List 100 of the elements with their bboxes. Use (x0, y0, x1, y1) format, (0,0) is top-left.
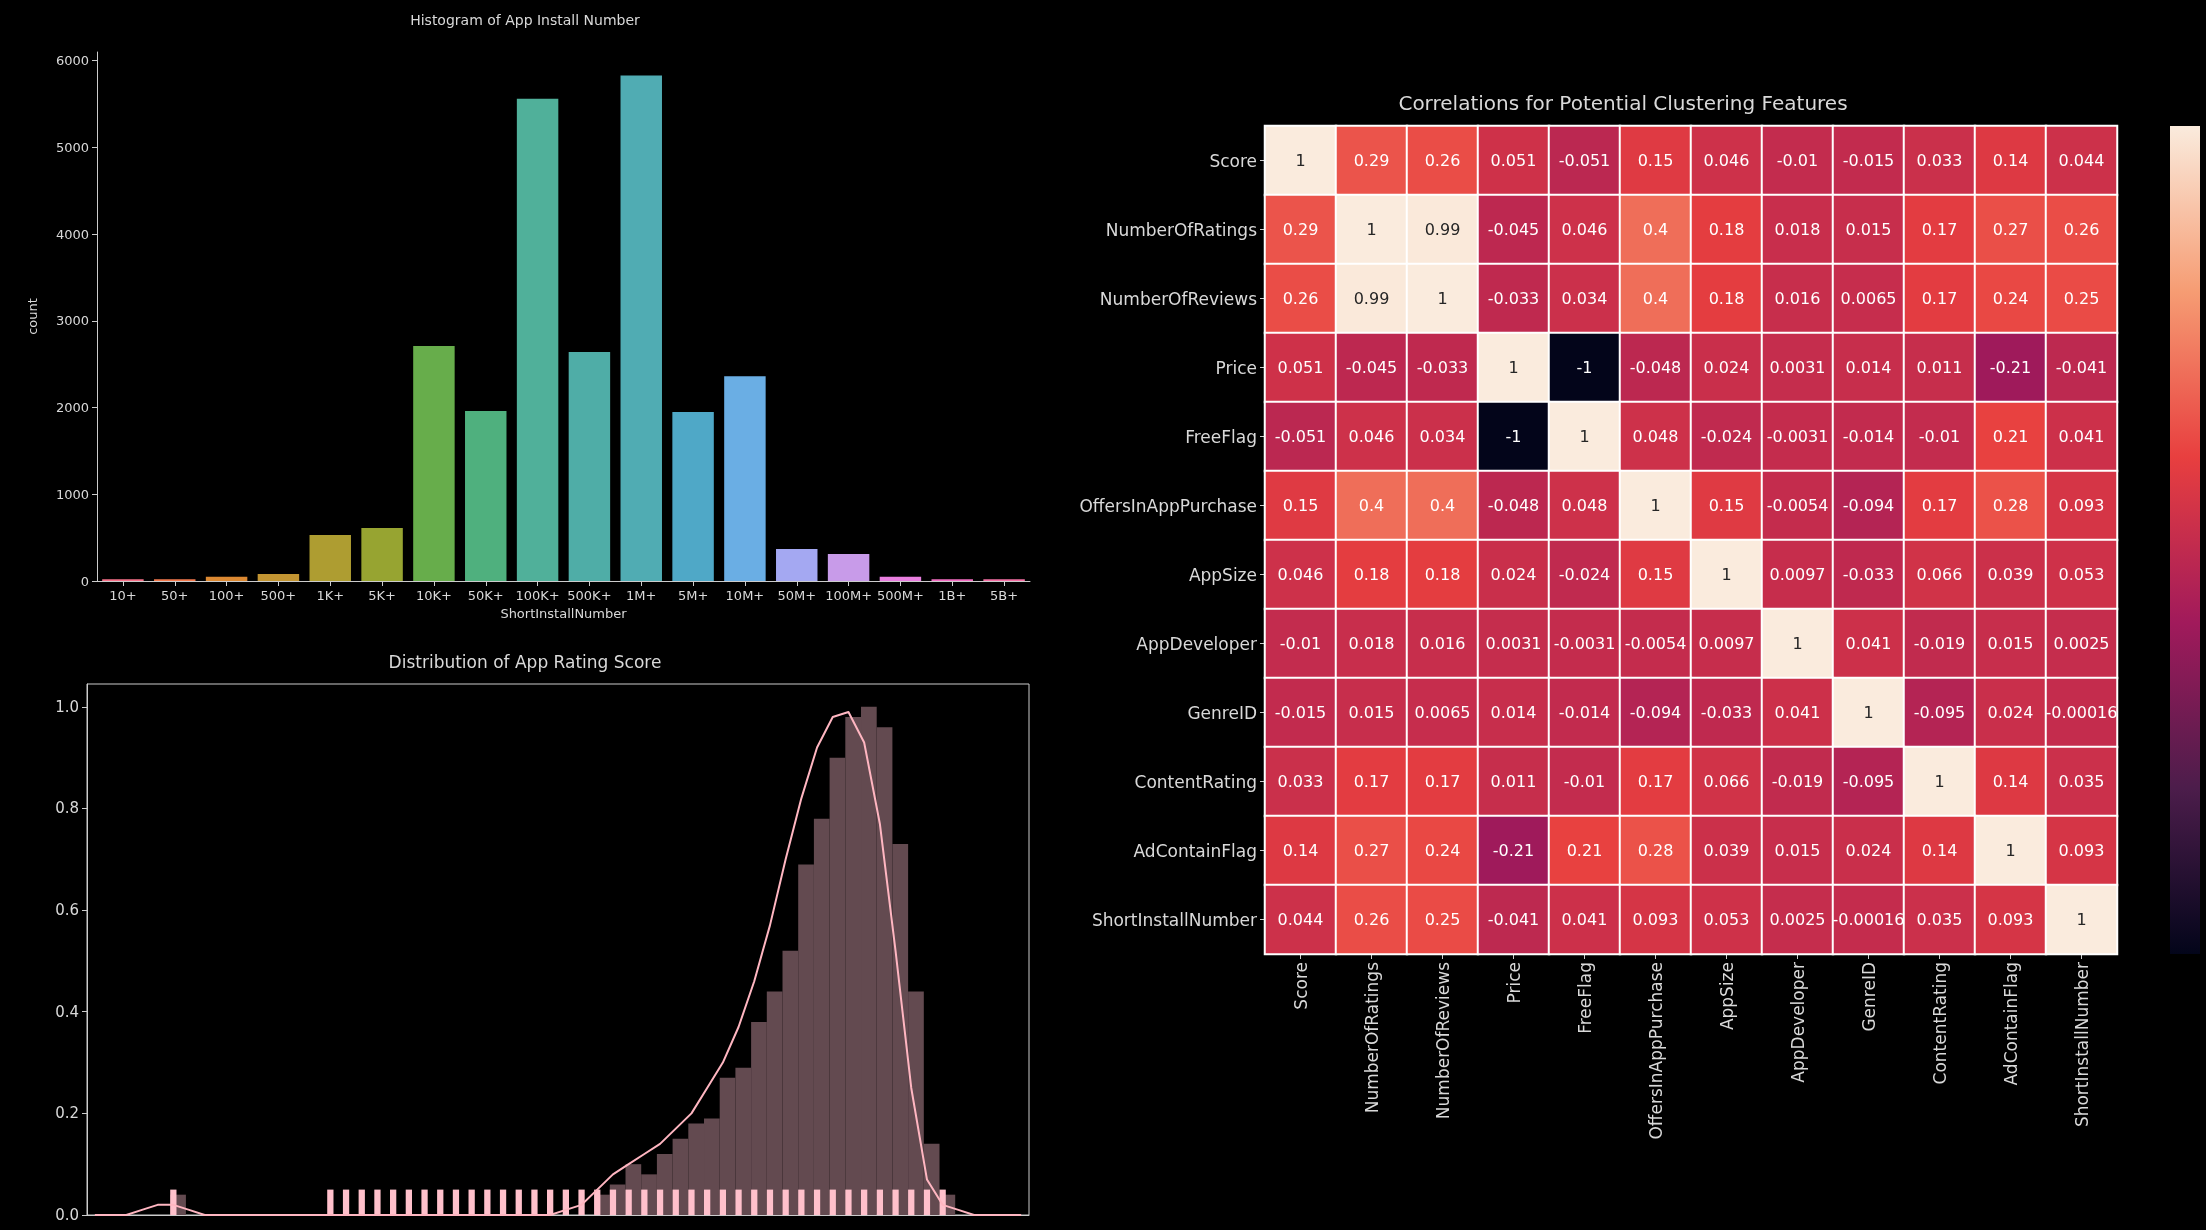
x-axis-title: ShortInstallNumber (500, 606, 628, 621)
data-label: -0.019 (1913, 634, 1966, 653)
x-tick-label: 5B+ (990, 588, 1019, 603)
data-label: 0.024 (1703, 358, 1750, 377)
data-label: 0.18 (1424, 565, 1461, 584)
x-tick-label: AppSize (1716, 962, 1737, 1031)
data-label: 0.14 (1992, 151, 2029, 170)
data-label: 0.27 (1992, 220, 2029, 239)
data-label: 0.17 (1637, 772, 1674, 791)
x-tick-label: ContentRating (1929, 962, 1950, 1085)
bar (257, 574, 300, 581)
data-label: 0.033 (1277, 772, 1324, 791)
bar (656, 1189, 664, 1215)
x-tick-label: ShortInstallNumber (2071, 962, 2092, 1128)
bar (766, 1189, 774, 1215)
bar (672, 1189, 679, 1215)
data-label: -0.019 (1771, 772, 1824, 791)
bar (813, 1189, 821, 1215)
data-label: -1 (1505, 427, 1522, 446)
data-label: 0.015 (1348, 703, 1395, 722)
data-label: 0.035 (2058, 772, 2105, 791)
bar (735, 1189, 742, 1215)
bar (568, 352, 611, 581)
data-label: 0.016 (1419, 634, 1466, 653)
data-label: 0.0097 (1769, 565, 1826, 584)
y-tick-label: 2000 (55, 400, 89, 416)
bar (892, 1189, 899, 1215)
data-label: -0.033 (1842, 565, 1895, 584)
bar (609, 1189, 617, 1215)
data-label: 0.0025 (2053, 634, 2110, 653)
x-tick-label: 5M+ (677, 588, 709, 603)
x-tick-label: FreeFlag (1574, 962, 1595, 1034)
data-label: -0.048 (1487, 496, 1540, 515)
data-label: 0.018 (1774, 220, 1821, 239)
bar (724, 376, 766, 581)
data-label: 1 (1295, 151, 1306, 170)
bar (704, 1189, 711, 1215)
bar (719, 1189, 726, 1215)
x-tick-label: 500M+ (876, 588, 924, 603)
data-label: 0.28 (1992, 496, 2029, 515)
y-tick-label: GenreID (1187, 702, 1257, 723)
data-label: 0.024 (1490, 565, 1537, 584)
data-label: 0.0025 (1769, 910, 1826, 929)
data-label: 0.016 (1774, 289, 1821, 308)
data-label: 0.15 (1282, 496, 1319, 515)
data-label: 0.17 (1353, 772, 1390, 791)
data-label: 0.27 (1353, 841, 1390, 860)
data-label: -0.015 (1274, 703, 1327, 722)
data-label: 0.046 (1703, 151, 1750, 170)
x-tick-label: 500+ (260, 588, 297, 603)
data-label: -0.0054 (1766, 496, 1829, 515)
data-label: 1 (1650, 496, 1661, 515)
x-tick-label: AdContainFlag (2000, 962, 2021, 1086)
bar (908, 1189, 915, 1215)
data-label: 0.17 (1921, 289, 1958, 308)
bar (776, 548, 818, 581)
data-label: 0.21 (1566, 841, 1603, 860)
y-tick-label: 0.8 (55, 799, 79, 818)
data-label: -0.041 (2055, 358, 2108, 377)
x-tick-label: 100+ (208, 588, 245, 603)
bar (620, 75, 662, 581)
data-label: 0.14 (1921, 841, 1958, 860)
data-label: 0.25 (1424, 910, 1461, 929)
data-label: -0.033 (1416, 358, 1469, 377)
chart-title: Distribution of App Rating Score (388, 651, 662, 672)
x-tick-label: 500K+ (567, 588, 612, 603)
data-label: 0.15 (1708, 496, 1745, 515)
data-label: -0.094 (1629, 703, 1682, 722)
y-tick-label: FreeFlag (1185, 426, 1257, 447)
y-tick-label: 4000 (55, 226, 89, 242)
data-label: -0.024 (1558, 565, 1611, 584)
bar (923, 1189, 931, 1215)
data-label: 0.0065 (1840, 289, 1897, 308)
data-label: 0.0031 (1769, 358, 1826, 377)
data-label: 0.048 (1561, 496, 1608, 515)
bar (861, 1189, 868, 1215)
data-label: 0.034 (1419, 427, 1466, 446)
data-label: -1 (1576, 358, 1593, 377)
data-label: -0.01 (1279, 634, 1322, 653)
y-tick-label: AppDeveloper (1136, 633, 1257, 654)
data-label: 0.035 (1916, 910, 1963, 929)
data-label: 1 (1366, 220, 1377, 239)
data-label: 0.034 (1561, 289, 1608, 308)
data-label: 0.99 (1353, 289, 1390, 308)
data-label: 0.041 (1774, 703, 1821, 722)
data-label: 0.053 (1703, 910, 1750, 929)
data-label: 0.093 (1987, 910, 2034, 929)
data-label: 0.015 (1774, 841, 1821, 860)
data-label: 0.046 (1561, 220, 1608, 239)
data-label: 0.28 (1637, 841, 1674, 860)
data-label: 0.17 (1424, 772, 1461, 791)
data-label: -0.01 (1776, 151, 1819, 170)
data-label: 0.051 (1277, 358, 1324, 377)
data-label: 1 (1792, 634, 1803, 653)
data-label: 0.011 (1490, 772, 1537, 791)
data-label: -0.0031 (1553, 634, 1616, 653)
y-tick-label: 0.0 (55, 1206, 79, 1224)
bar (751, 1189, 758, 1215)
x-tick-label: GenreID (1858, 962, 1879, 1032)
data-label: 0.24 (1424, 841, 1461, 860)
